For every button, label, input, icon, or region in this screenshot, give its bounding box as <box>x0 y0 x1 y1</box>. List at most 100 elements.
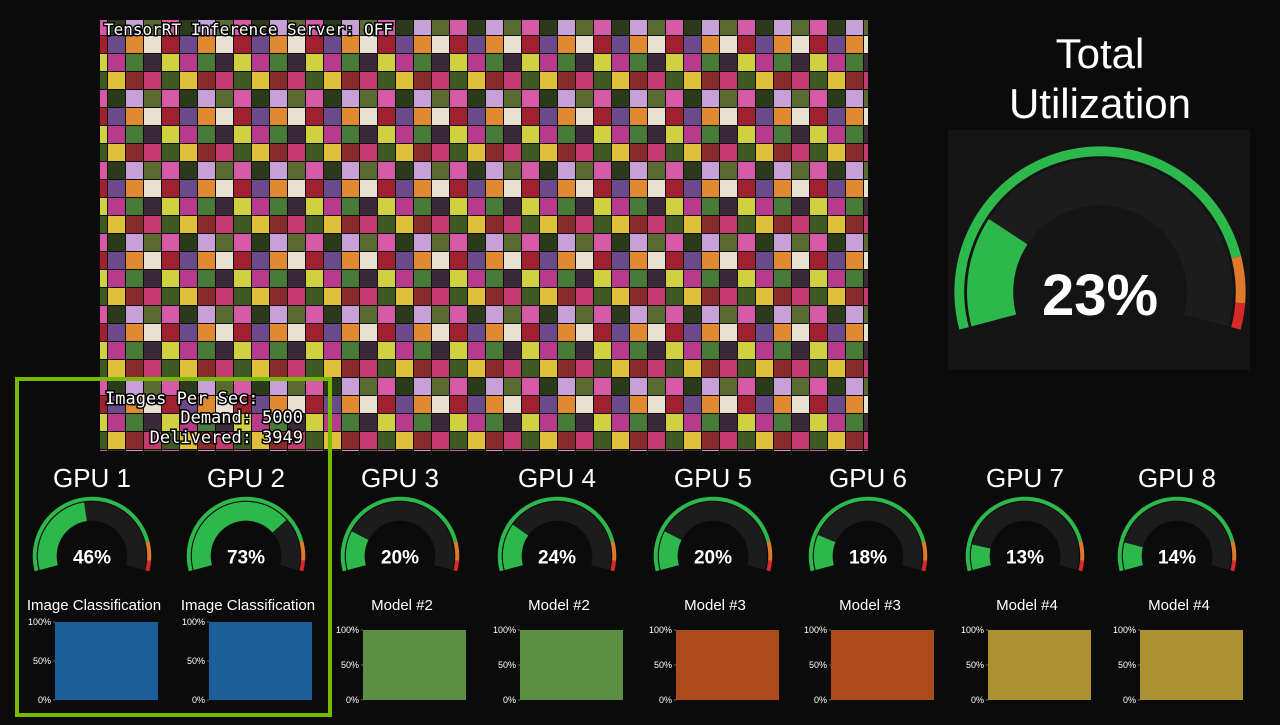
bar-tick-label: 100% <box>961 625 984 635</box>
utilization-bar <box>676 630 779 700</box>
gauge-value: 24% <box>538 548 576 569</box>
selection-highlight <box>15 377 332 717</box>
bar-tick-label: 50% <box>341 660 359 670</box>
image-mosaic <box>100 20 868 451</box>
gauge-ring-crit <box>453 560 460 572</box>
gauge-value: 13% <box>1006 548 1044 569</box>
total-title-2: Utilization <box>1009 80 1191 127</box>
model-name: Model #3 <box>684 597 746 614</box>
bar-tick-label: 50% <box>654 660 672 670</box>
gauge-fill <box>191 501 287 571</box>
server-status: TensorRT Inference Server: OFF <box>104 20 393 39</box>
gauge-track <box>345 501 455 571</box>
gauge-fill <box>967 218 1028 327</box>
gauge-value: 23% <box>1042 263 1158 328</box>
bar-tick-label: 0% <box>971 695 984 705</box>
utilization-bar <box>209 622 312 700</box>
gauge-value: 46% <box>73 548 111 569</box>
utilization-bar <box>55 622 158 700</box>
bar-tick-label: 100% <box>182 617 205 627</box>
model-name: Model #2 <box>371 597 433 614</box>
gauge-value: 20% <box>381 548 419 569</box>
gauge-value: 20% <box>694 548 732 569</box>
utilization-bar <box>1140 630 1243 700</box>
demand-value: 5000 <box>262 408 303 428</box>
bar-tick-label: 100% <box>804 625 827 635</box>
gauge-ring-warn <box>1078 541 1085 561</box>
gpu-name: GPU 3 <box>361 463 439 493</box>
gauge-track <box>813 501 923 571</box>
demand-label: Demand: <box>180 408 252 428</box>
utilization-bar <box>363 630 466 700</box>
utilization-bar <box>831 630 934 700</box>
gauge-ring-warn <box>145 541 152 561</box>
bar-tick-label: 50% <box>187 656 205 666</box>
model-name: Image Classification <box>181 597 315 614</box>
bar-tick-label: 100% <box>1113 625 1136 635</box>
bar-tick-label: 0% <box>503 695 516 705</box>
bar-tick-label: 50% <box>1118 660 1136 670</box>
delivered-label: Delivered: <box>150 428 252 448</box>
gauge-ring-warn <box>610 541 617 561</box>
bar-tick-label: 0% <box>814 695 827 705</box>
bar-tick-label: 100% <box>649 625 672 635</box>
gauge-ring-crit <box>766 560 773 572</box>
gauge-value: 18% <box>849 548 887 569</box>
bar-tick-label: 100% <box>493 625 516 635</box>
bar-tick-label: 0% <box>346 695 359 705</box>
gpu-name: GPU 8 <box>1138 463 1216 493</box>
model-name: Model #4 <box>996 597 1058 614</box>
gauge-track <box>1122 501 1232 571</box>
bar-tick-label: 50% <box>33 656 51 666</box>
total-title-1: Total <box>1056 30 1145 77</box>
gauge-fill <box>37 502 87 571</box>
model-name: Model #3 <box>839 597 901 614</box>
gauge-ring-warn <box>1230 541 1237 561</box>
gpu-name: GPU 5 <box>674 463 752 493</box>
gauge-ring-crit <box>1230 560 1237 572</box>
model-name: Image Classification <box>27 597 161 614</box>
bar-tick-label: 50% <box>498 660 516 670</box>
bar-tick-label: 100% <box>336 625 359 635</box>
gauge-ring-warn <box>1231 255 1246 304</box>
gpu-name: GPU 1 <box>53 463 131 493</box>
gauge-ring-crit <box>1231 302 1246 330</box>
gauge-ring-warn <box>453 541 460 561</box>
gauge-ring-crit <box>145 560 152 572</box>
gauge-ring-crit <box>610 560 617 572</box>
gauge-ring-crit <box>1078 560 1085 572</box>
gauge-ring-warn <box>299 541 306 561</box>
utilization-bar <box>988 630 1091 700</box>
gpu-name: GPU 4 <box>518 463 596 493</box>
model-name: Model #2 <box>528 597 590 614</box>
gauge-ring-warn <box>921 541 928 561</box>
gpu-name: GPU 6 <box>829 463 907 493</box>
gauge-value: 73% <box>227 548 265 569</box>
gauge-track <box>502 501 612 571</box>
gpu-name: GPU 7 <box>986 463 1064 493</box>
utilization-bar <box>520 630 623 700</box>
gauge-ring-warn <box>766 541 773 561</box>
gauge-ring-crit <box>299 560 306 572</box>
bar-tick-label: 0% <box>192 695 205 705</box>
gauge-track <box>658 501 768 571</box>
gpu-name: GPU 2 <box>207 463 285 493</box>
model-name: Model #4 <box>1148 597 1210 614</box>
ips-title: Images Per Sec: <box>105 389 259 409</box>
gauge-ring-crit <box>921 560 928 572</box>
delivered-value: 3949 <box>262 428 303 448</box>
gauge-fill <box>502 524 529 571</box>
bar-tick-label: 50% <box>966 660 984 670</box>
bar-tick-label: 0% <box>38 695 51 705</box>
bar-tick-label: 100% <box>28 617 51 627</box>
gauge-fill <box>658 531 682 571</box>
gauge-track <box>967 159 1233 327</box>
gauge-fill <box>1122 542 1143 571</box>
gauge-value: 14% <box>1158 548 1196 569</box>
gauge-fill <box>813 535 836 571</box>
gauge-fill <box>970 544 991 571</box>
gauge-track <box>970 501 1080 571</box>
